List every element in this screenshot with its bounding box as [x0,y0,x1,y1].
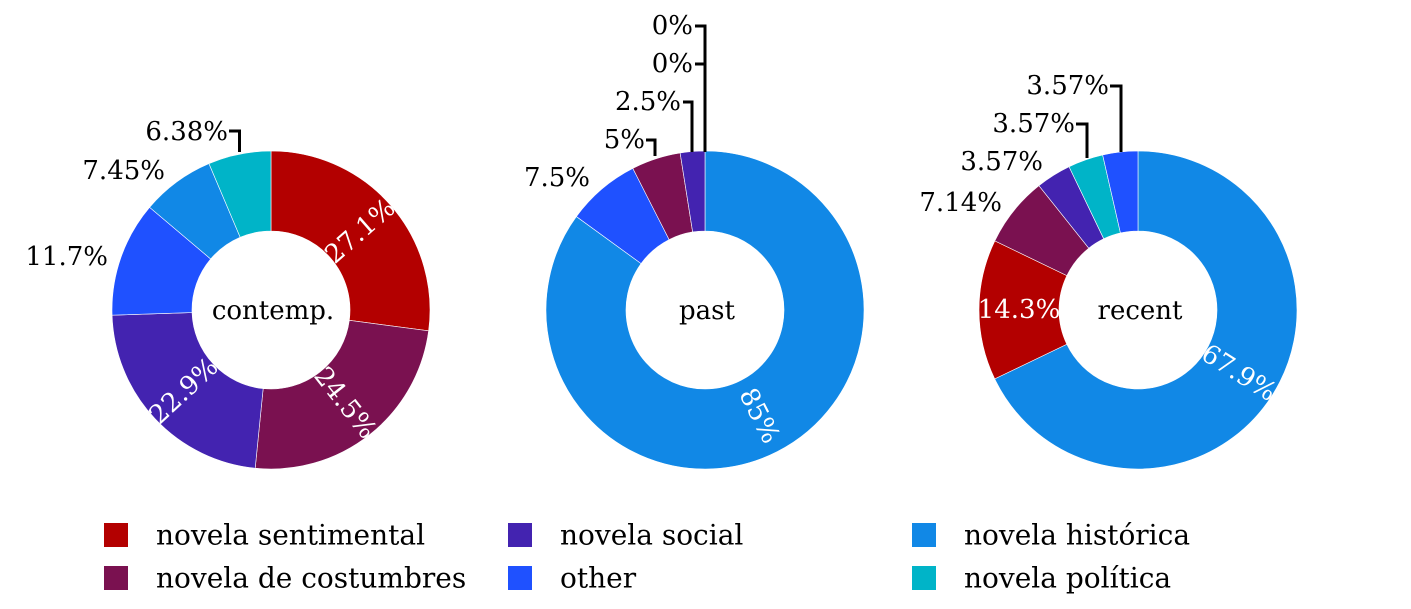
leader-line [1076,122,1089,158]
slice-value-label: 7.5% [524,163,590,193]
legend-label: novela política [964,562,1171,595]
legend-item: novela social [508,519,743,552]
slice-novela-de-costumbres [254,320,429,470]
slice-value-label: 11.7% [25,242,108,272]
legend-swatch [912,566,936,590]
slice-other [1102,150,1139,234]
legend-label: novela de costumbres [156,562,466,595]
leader-line [646,138,657,156]
donut-center-label: contemp. [212,296,334,326]
legend-swatch [508,523,532,547]
legend-item: novela histórica [912,519,1190,552]
slice-novela-histórica [545,150,865,470]
legend-label: novela sentimental [156,519,425,552]
legend-item: other [508,562,637,595]
slice-novela-política [208,150,272,238]
slice-value-label: 6.38% [145,117,228,147]
legend-swatch [104,523,128,547]
slice-novela-histórica [994,150,1298,470]
slice-value-label: 0% [652,11,693,41]
legend-item: novela de costumbres [104,562,466,595]
legend-label: novela histórica [964,519,1190,552]
slice-value-label: 7.45% [82,156,165,186]
legend-label: other [560,562,637,595]
slice-value-label: 3.57% [960,147,1043,177]
leader-line [229,129,241,152]
donut-chart-recent: 67.9%14.3%7.14%3.57%3.57%3.57%recent [919,71,1298,470]
leader-line [695,24,707,152]
legend: novela sentimental novela de costumbres no… [104,519,1190,595]
slice-value-label: 0% [652,49,693,79]
leader-line [1110,84,1123,152]
slice-value-label: 2.5% [615,87,681,117]
donut-center-label: recent [1098,296,1184,326]
legend-item: novela política [912,562,1171,595]
slice-value-label: 3.57% [1026,71,1109,101]
legend-swatch [508,566,532,590]
donut-center-label: past [679,296,735,326]
legend-label: novela social [560,519,743,552]
slice-novela-sentimental [270,150,431,332]
donut-chart-past: 85%7.5%5%2.5%0%0%past [524,11,865,470]
slice-value-label: 5% [604,125,645,155]
slice-novela-social [111,312,264,469]
leader-line [683,100,694,152]
slice-value-label: 14.3% [978,295,1061,325]
legend-swatch [104,566,128,590]
legend-item: novela sentimental [104,519,425,552]
donut-chart-contemp: 27.1%24.5%22.9%11.7%7.45%6.38%contemp. [25,117,431,470]
slice-value-label: 3.57% [992,109,1075,139]
legend-swatch [912,523,936,547]
slice-novela-social [679,150,706,233]
slice-value-label: 7.14% [919,188,1002,218]
